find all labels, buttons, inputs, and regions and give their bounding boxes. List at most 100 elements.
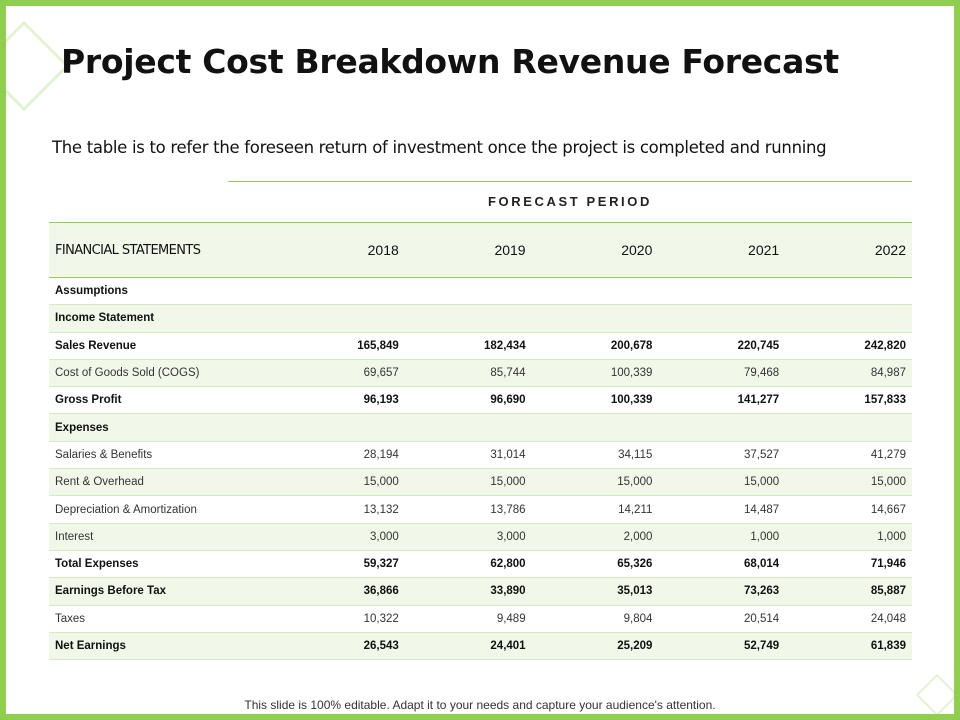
year-header-2020: 2020	[621, 242, 653, 258]
value-cell-2021: 68,014	[744, 558, 780, 571]
row-label: Taxes	[55, 612, 86, 625]
slide-title: Project Cost Breakdown Revenue Forecast	[61, 42, 839, 81]
value-cell-2020: 15,000	[617, 476, 653, 489]
row-label: Net Earnings	[55, 640, 126, 652]
table-row: Earnings Before Tax 36,866 33,890 35,013 73,…	[49, 577, 912, 606]
year-header-2022: 2022	[874, 242, 906, 258]
value-cell-2018	[278, 414, 405, 441]
table-row: Income Statement	[49, 304, 912, 333]
value-cell-2021	[658, 414, 785, 441]
value-cell-2018: 10,322	[363, 612, 399, 625]
value-cell-2019: 13,786	[490, 503, 526, 516]
value-cell-2020: 100,339	[610, 394, 653, 407]
row-label: Rent & Overhead	[55, 476, 144, 489]
table-row: Gross Profit 96,193 96,690 100,339 141,277 15…	[49, 387, 912, 414]
value-cell-2021: 1,000	[750, 530, 780, 543]
table-row: Salaries & Benefits 28,194 31,014 34,115 37,…	[49, 441, 912, 469]
value-cell-2018: 3,000	[370, 530, 399, 543]
row-label: Total Expenses	[55, 558, 139, 571]
row-label: Gross Profit	[55, 394, 122, 407]
value-cell-2019: 85,744	[490, 367, 526, 380]
value-cell-2022	[785, 278, 912, 305]
value-cell-2022: 1,000	[877, 530, 906, 543]
value-cell-2021: 73,263	[744, 585, 780, 598]
value-cell-2019	[405, 278, 532, 305]
year-header-2019: 2019	[494, 242, 526, 258]
year-header-2018: 2018	[367, 242, 399, 258]
row-label: Income Statement	[55, 312, 155, 325]
table-body: Assumptions Income Statement Sales Revenue…	[49, 278, 912, 660]
value-cell-2022: 14,667	[870, 503, 906, 516]
value-cell-2019: 182,434	[484, 339, 526, 352]
forecast-period-label: FORECAST PERIOD	[488, 194, 652, 209]
value-cell-2020: 14,211	[618, 503, 653, 516]
value-cell-2019: 33,890	[490, 585, 526, 598]
value-cell-2022: 85,887	[870, 585, 906, 598]
value-cell-2020	[532, 414, 659, 441]
value-cell-2020: 2,000	[623, 530, 653, 543]
value-cell-2021: 37,527	[744, 448, 780, 461]
value-cell-2020	[532, 278, 659, 305]
table-row: Expenses	[49, 413, 912, 442]
value-cell-2021: 20,514	[744, 612, 780, 625]
row-label: Earnings Before Tax	[55, 585, 166, 598]
value-cell-2022: 71,946	[870, 558, 906, 571]
value-cell-2021: 220,745	[737, 339, 780, 352]
value-cell-2021: 79,468	[744, 367, 780, 380]
table-row: Depreciation & Amortization 13,132 13,786 1…	[49, 496, 912, 524]
value-cell-2020: 200,678	[610, 339, 653, 352]
table-row: Taxes 10,322 9,489 9,804 20,514 24,048	[49, 605, 912, 633]
value-cell-2022: 242,820	[864, 339, 906, 352]
value-cell-2019: 96,690	[490, 394, 526, 407]
value-cell-2022: 41,279	[870, 448, 906, 461]
row-label: Expenses	[55, 421, 109, 434]
value-cell-2018	[278, 278, 405, 305]
value-cell-2018: 28,194	[363, 448, 399, 461]
table-row: Sales Revenue 165,849 182,434 200,678 220,74…	[49, 332, 912, 360]
value-cell-2019: 62,800	[490, 558, 526, 571]
value-cell-2018	[278, 305, 405, 332]
table-row: Interest 3,000 3,000 2,000 1,000 1,000	[49, 523, 912, 551]
value-cell-2022: 15,000	[870, 476, 906, 489]
value-cell-2022: 84,987	[870, 367, 906, 380]
row-label: Cost of Goods Sold (COGS)	[55, 367, 200, 380]
value-cell-2021	[658, 278, 785, 305]
value-cell-2022	[785, 305, 912, 332]
financial-statements-table: FINANCIAL STATEMENTS 2018 2019 2020 2021…	[49, 222, 912, 660]
value-cell-2018: 15,000	[363, 476, 399, 489]
value-cell-2022: 157,833	[864, 394, 906, 407]
financial-statements-header: FINANCIAL STATEMENTS	[55, 242, 201, 258]
value-cell-2018: 13,132	[363, 503, 399, 516]
value-cell-2019: 9,489	[496, 612, 526, 625]
value-cell-2022	[785, 414, 912, 441]
value-cell-2018: 36,866	[363, 585, 399, 598]
forecast-period-divider	[228, 181, 912, 182]
table-row: Net Earnings 26,543 24,401 25,209 52,749 61,8…	[49, 632, 912, 660]
table-row: Rent & Overhead 15,000 15,000 15,000 15,000 1…	[49, 468, 912, 496]
value-cell-2019	[405, 305, 532, 332]
value-cell-2022: 24,048	[870, 612, 906, 625]
value-cell-2021: 14,487	[744, 503, 780, 516]
value-cell-2019	[405, 414, 532, 441]
value-cell-2018: 96,193	[363, 394, 399, 407]
slide-subtitle: The table is to refer the foreseen retur…	[52, 138, 827, 157]
value-cell-2019: 15,000	[490, 476, 526, 489]
value-cell-2020: 34,115	[618, 448, 653, 461]
row-label: Depreciation & Amortization	[55, 503, 197, 516]
row-label: Sales Revenue	[55, 339, 137, 352]
value-cell-2018: 165,849	[357, 339, 399, 352]
row-label: Interest	[55, 530, 94, 543]
row-label: Salaries & Benefits	[55, 448, 153, 461]
value-cell-2020: 25,209	[617, 640, 653, 652]
value-cell-2020: 65,326	[617, 558, 653, 571]
footer-note: This slide is 100% editable. Adapt it to…	[244, 698, 716, 712]
table-row: Cost of Goods Sold (COGS) 69,657 85,744 100…	[49, 359, 912, 387]
value-cell-2019: 31,014	[490, 448, 526, 461]
table-header-row: FINANCIAL STATEMENTS 2018 2019 2020 2021…	[49, 222, 912, 278]
value-cell-2020: 35,013	[617, 585, 653, 598]
value-cell-2020: 100,339	[610, 367, 653, 380]
value-cell-2018: 26,543	[363, 640, 399, 652]
value-cell-2022: 61,839	[870, 640, 906, 652]
value-cell-2019: 24,401	[490, 640, 526, 652]
